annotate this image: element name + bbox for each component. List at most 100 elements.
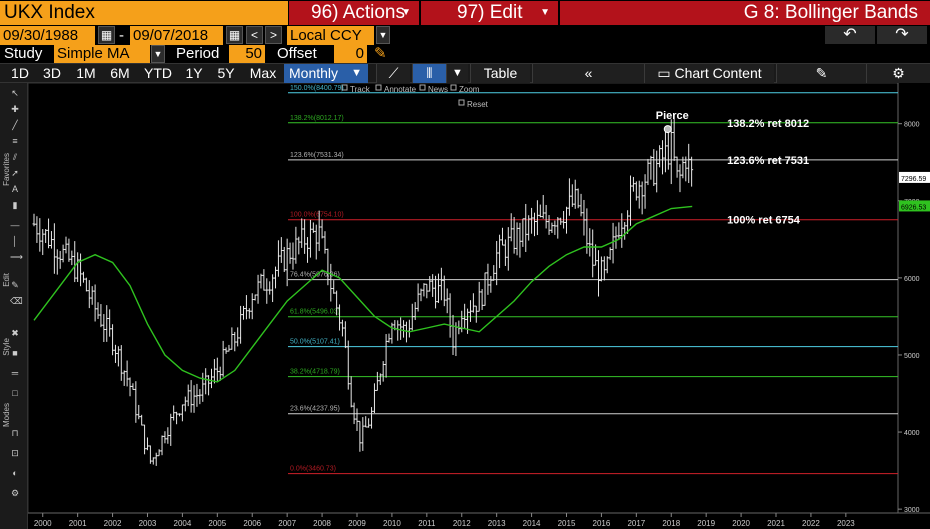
horizontal-line-icon[interactable]: —	[10, 220, 20, 230]
tab-6m[interactable]: 6M	[110, 65, 130, 81]
price-chart[interactable]: Track Annotate News Zoom Reset 3000 4000 5000 60…	[0, 83, 930, 529]
color-icon[interactable]: ■	[12, 348, 18, 358]
table-button[interactable]: Table	[470, 64, 530, 83]
x-tick-label: 2006	[243, 519, 261, 528]
frequency-select[interactable]: Monthly ▼	[284, 64, 368, 83]
reset-control: Reset	[467, 100, 489, 109]
delete-icon[interactable]: ✖	[11, 328, 19, 338]
fib-level-label: 38.2%(4718.79)	[290, 369, 340, 376]
track-control: Track	[350, 85, 371, 94]
fib-level-label: 150.0%(8400.79)	[290, 85, 344, 92]
pencil-icon[interactable]: ✎	[11, 280, 19, 290]
redo-icon[interactable]: ↷	[877, 26, 927, 44]
start-date-field[interactable]: 09/30/1988	[0, 26, 95, 45]
x-tick-label: 2003	[139, 519, 157, 528]
news-control-checkbox	[419, 84, 426, 91]
moving-average-line	[33, 205, 693, 383]
study-bar: Study Simple MA ▼ Period 50 Offset 0 ✎	[0, 45, 930, 63]
calendar-icon[interactable]: ▦	[98, 26, 115, 44]
chevron-down-icon[interactable]: ▼	[376, 26, 390, 44]
news-control: News	[428, 85, 448, 94]
actions-menu-button[interactable]: 96) Actions ▼	[289, 1, 419, 25]
arrow-icon[interactable]: ➚	[11, 168, 19, 178]
fib-level-label: 50.0%(5107.41)	[290, 339, 340, 346]
calendar-icon[interactable]: ▦	[226, 26, 243, 44]
lock-icon[interactable]: ⊡	[11, 448, 19, 458]
date-separator: -	[119, 27, 124, 44]
text-icon[interactable]: A	[11, 184, 18, 194]
eraser-icon[interactable]: ⌫	[10, 296, 23, 306]
ray-icon[interactable]: ⟶	[10, 252, 23, 262]
tab-max[interactable]: Max	[249, 65, 277, 81]
x-tick-label: 2010	[383, 519, 401, 528]
x-tick-label: 2009	[348, 519, 366, 528]
chevron-down-icon[interactable]: ▼	[151, 45, 165, 63]
x-tick-label: 2016	[593, 519, 611, 528]
fib-level-label: 23.6%(4237.95)	[290, 406, 340, 413]
line-width-icon[interactable]: ═	[11, 368, 19, 378]
ticker-field[interactable]: UKX Index	[0, 1, 288, 25]
chevron-down-icon: ▼	[401, 7, 411, 18]
annotation-label: 100% ret 6754	[727, 215, 801, 227]
line-chart-icon[interactable]: ⟋	[376, 64, 410, 83]
fib-level-label: 123.6%(7531.34)	[290, 152, 344, 159]
ma-value-box	[899, 200, 930, 212]
marker-icon[interactable]: ▮	[12, 200, 18, 210]
trendline-icon[interactable]: ╱	[12, 120, 18, 130]
frequency-label: Monthly	[289, 65, 339, 81]
tab-5y[interactable]: 5Y	[217, 65, 235, 81]
last-price-box	[899, 171, 930, 183]
style-icon[interactable]: □	[12, 388, 18, 398]
chart-content-button[interactable]: ▭ Chart Content	[644, 64, 774, 83]
channel-icon[interactable]: ⫽	[12, 152, 17, 162]
currency-field[interactable]: Local CCY	[287, 26, 374, 45]
annotate-control: Annotate	[384, 85, 417, 94]
tab-1d[interactable]: 1D	[11, 65, 29, 81]
x-tick-label: 2000	[34, 519, 52, 528]
x-tick-label: 2001	[69, 519, 87, 528]
bar-chart-icon[interactable]: ⫴	[412, 64, 446, 83]
y-tick-label: 8000	[904, 122, 920, 129]
offset-field[interactable]: 0	[334, 45, 367, 63]
chevron-left-icon[interactable]: <	[246, 26, 263, 44]
study-field[interactable]: Simple MA	[54, 45, 150, 63]
annotate-control-checkbox	[375, 84, 382, 91]
x-tick-label: 2005	[208, 519, 226, 528]
fib-level-label: 76.4%(5976.86)	[290, 272, 340, 279]
x-tick-label: 2011	[418, 519, 436, 528]
zoom-control: Zoom	[459, 85, 480, 94]
track-control-checkbox	[341, 84, 348, 91]
magnet-icon[interactable]: ⊓	[11, 428, 19, 438]
tab-1m[interactable]: 1M	[76, 65, 96, 81]
settings-icon[interactable]: ⚙	[10, 488, 20, 498]
edit-chart-icon[interactable]: ✎	[776, 64, 866, 83]
chart-area: ↖ ✚ ╱ ≡ ⫽ ➚ A ▮ — │ ⟶ ✎ ⌫ ✖ ■ ═ □ ⊓ ⊡ ◐ …	[0, 83, 930, 529]
y-tick-label: 4000	[904, 430, 920, 437]
tab-1y[interactable]: 1Y	[185, 65, 203, 81]
period-field[interactable]: 50	[229, 45, 265, 63]
cursor-icon[interactable]: ↖	[11, 88, 19, 98]
chart-content-label: Chart Content	[674, 65, 762, 81]
chevron-down-icon[interactable]: ▼	[446, 64, 468, 83]
chevron-down-icon: ▼	[351, 67, 362, 79]
fib-level-label: 100.0%(6754.10)	[290, 212, 344, 219]
annotation-label: 138.2% ret 8012	[727, 118, 809, 130]
hide-icon[interactable]: ◐	[12, 468, 18, 478]
pencil-icon[interactable]: ✎	[374, 45, 387, 62]
y-tick-label: 6000	[904, 276, 920, 283]
undo-icon[interactable]: ↶	[825, 26, 875, 44]
fibonacci-icon[interactable]: ≡	[12, 136, 18, 146]
title-bar: UKX Index 96) Actions ▼ 97) Edit ▼ G 8: …	[0, 0, 930, 26]
gear-icon[interactable]: ⚙	[866, 64, 930, 83]
end-date-field[interactable]: 09/07/2018	[130, 26, 223, 45]
chevron-down-icon: ▼	[540, 7, 550, 18]
x-tick-label: 2002	[104, 519, 122, 528]
vertical-line-icon[interactable]: │	[12, 236, 18, 246]
tab-ytd[interactable]: YTD	[144, 65, 172, 81]
annotation-pierce: Pierce	[656, 110, 689, 122]
crosshair-icon[interactable]: ✚	[11, 104, 19, 114]
tab-3d[interactable]: 3D	[43, 65, 61, 81]
edit-menu-button[interactable]: 97) Edit ▼	[421, 1, 558, 25]
collapse-icon[interactable]: «	[532, 64, 644, 83]
chevron-right-icon[interactable]: >	[265, 26, 282, 44]
